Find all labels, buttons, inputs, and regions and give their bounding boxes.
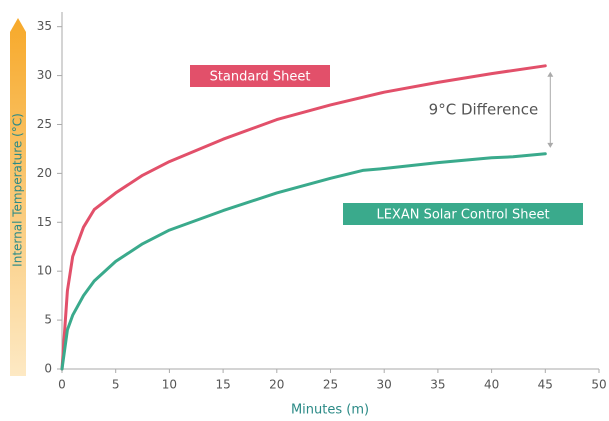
y-tick-label: 0 [44, 362, 52, 376]
x-tick-label: 5 [112, 378, 120, 392]
axis-arrow [10, 18, 26, 376]
y-tick-label: 10 [37, 264, 52, 278]
x-tick-label: 30 [377, 378, 392, 392]
y-tick-label: 35 [37, 19, 52, 33]
annotation: 9°C Difference [429, 100, 539, 118]
x-tick-label: 10 [162, 378, 177, 392]
arrow-head [547, 142, 554, 148]
y-axis-label: Internal Temperature (°C) [11, 113, 25, 267]
x-tick-label: 20 [269, 378, 284, 392]
x-tick-label: 15 [215, 378, 230, 392]
y-tick-label: 5 [44, 313, 52, 327]
y-tick-label: 20 [37, 166, 52, 180]
x-tick-label: 35 [430, 378, 445, 392]
legend-box [343, 203, 583, 225]
x-tick-label: 50 [591, 378, 606, 392]
legend-label: LEXAN Solar Control Sheet [376, 208, 549, 223]
x-tick-label: 0 [58, 378, 66, 392]
y-tick-label: 15 [37, 215, 52, 229]
y-tick-label: 25 [37, 117, 52, 131]
legend-box [190, 65, 330, 87]
line [60, 152, 547, 371]
x-tick-label: 40 [484, 378, 499, 392]
y-tick-label: 30 [37, 68, 52, 82]
line [60, 64, 547, 371]
arrow-head [547, 71, 554, 77]
legend-label: Standard Sheet [210, 70, 311, 85]
x-axis-label: Minutes (m) [291, 403, 369, 418]
x-tick-label: 25 [323, 378, 338, 392]
x-tick-label: 45 [538, 378, 553, 392]
